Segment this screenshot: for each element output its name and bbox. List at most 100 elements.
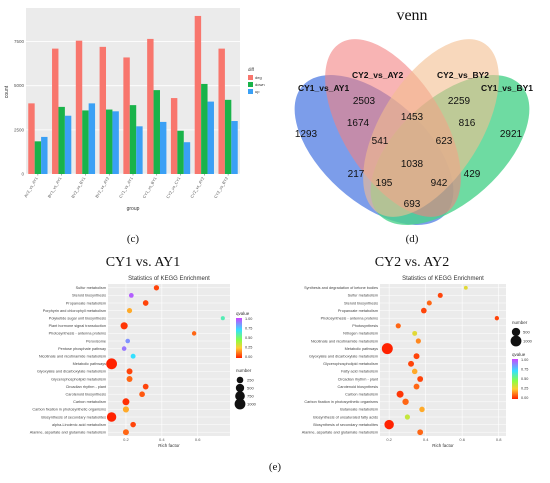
kegg-size-legend-title: number xyxy=(512,320,528,325)
kegg-point xyxy=(121,346,127,351)
kegg-pathway-label: Circadian rhythm - plant xyxy=(338,377,379,381)
bar-legend: diff deg down up xyxy=(248,67,265,94)
panel-e-label: (e) xyxy=(269,461,282,473)
bar-x-ticks: AY2_vs_AY1 BY1_vs_AY1 BY2_vs_BY1 BY2_vs_AY2… xyxy=(23,174,229,199)
kegg-size-legend-label: 500 xyxy=(523,330,530,335)
bar-up xyxy=(207,101,214,174)
kegg-size-legend-dot xyxy=(235,391,245,401)
venn-region-count: 541 xyxy=(372,136,389,147)
venn-region-count: 1453 xyxy=(401,112,424,123)
kegg-point xyxy=(415,338,421,344)
kegg-pathway-label: Carotenoid biosynthesis xyxy=(65,393,106,397)
bar-up xyxy=(183,142,191,174)
kegg-qvalue-tick-label: 0.75 xyxy=(245,327,252,331)
kegg-size-legend-dot xyxy=(511,327,521,337)
kegg-pathway-label: Steroid biosynthesis xyxy=(344,301,378,305)
venn-region-counts: 1293 2503 2259 2921 1674 1453 816 541 62… xyxy=(295,96,523,210)
kegg-point xyxy=(130,421,136,428)
bar-x-tick-label: CY1_vs_AY1 xyxy=(118,175,134,199)
venn-region-count: 195 xyxy=(376,178,393,189)
kegg-point xyxy=(384,419,394,430)
bar-legend-title: diff xyxy=(248,67,255,72)
kegg-pathway-label: Metabolic pathways xyxy=(345,347,378,351)
bar-up xyxy=(231,121,238,174)
venn-region-count: 1038 xyxy=(401,159,424,170)
kegg-pathway-label: Carotenoid biosynthesis xyxy=(337,385,378,389)
bar-up xyxy=(112,111,119,174)
kegg-pathway-label: Metabolic pathways xyxy=(73,362,106,366)
kegg-point xyxy=(220,316,225,321)
kegg-point xyxy=(122,406,130,413)
kegg-point xyxy=(106,412,117,422)
kegg-pathway-label: Biosynthesis of secondary metabolites xyxy=(313,423,378,427)
kegg-point xyxy=(420,307,427,314)
kegg-size-legend-dot xyxy=(234,398,246,410)
kegg-pathway-label: Carbon fixation in photosynthetic organi… xyxy=(32,408,106,412)
kegg-x-tick-label: 0.4 xyxy=(423,437,429,442)
bar-legend-swatch xyxy=(248,89,253,94)
bar-y-ticks: 0 2500 5000 7500 xyxy=(14,39,25,176)
kegg-qvalue-tick-label: 0.50 xyxy=(245,336,252,340)
bar-deg xyxy=(99,46,107,175)
kegg-qvalue-tick-label: 0.25 xyxy=(245,346,252,350)
kegg-pathway-label: Steroid biosynthesis xyxy=(72,294,106,298)
bar-legend-label: deg xyxy=(255,75,262,80)
kegg-x-tick-label: 0.6 xyxy=(195,437,201,442)
kegg-pathway-label: Nicotinate and nicotinamide metabolism xyxy=(39,355,106,359)
kegg-point xyxy=(126,368,133,375)
bar-x-axis-label: group xyxy=(127,206,140,212)
kegg-qvalue-tick-label: 0.75 xyxy=(521,368,528,372)
kegg-pathway-label: Glycerophospholipid metabolism xyxy=(51,377,106,381)
bar-chart: 0 2500 5000 7500 AY2_vs_AY1 BY1_vs_AY1 BY2_vs… xyxy=(4,8,265,212)
kegg-pathway-label: Carbon metabolism xyxy=(345,393,378,397)
bar-down xyxy=(177,130,184,174)
bar-series xyxy=(28,15,238,175)
venn-region-count: 942 xyxy=(431,178,448,189)
kegg-pathway-label: Sulfur metabolism xyxy=(76,286,106,290)
bar-x-tick-label: CY1_vs_BY1 xyxy=(141,175,158,199)
kegg-point xyxy=(381,343,393,355)
kegg-pathway-label: alpha-Linolenic acid metabolism xyxy=(52,423,106,427)
kegg-pathway-label: Glyoxylate and dicarboxylate metabolism xyxy=(309,355,378,359)
kegg-left-panel-title: CY1 vs. AY1 xyxy=(106,255,181,270)
kegg-qvalue-tick-label: 0.50 xyxy=(521,377,528,381)
kegg-x-axis-label: Rich factor xyxy=(158,443,180,448)
kegg-pathway-label: Sulfur metabolism xyxy=(348,294,378,298)
kegg-point xyxy=(128,293,134,298)
venn-set-name: CY2_vs_AY2 xyxy=(352,70,403,80)
bar-deg xyxy=(28,103,35,174)
kegg-enrichment-left: Statistics of KEGG Enrichment 0.2 0.4 0.6 Su… xyxy=(30,276,257,448)
bar-down xyxy=(82,110,89,174)
kegg-point xyxy=(494,316,500,321)
venn-region-count: 816 xyxy=(459,118,476,129)
kegg-pathway-label: Nitrogen metabolism xyxy=(343,332,378,336)
kegg-pathway-label: Photosynthesis xyxy=(352,324,378,328)
kegg-point xyxy=(142,383,149,390)
kegg-point xyxy=(412,330,418,336)
venn-region-count: 1293 xyxy=(295,129,318,140)
venn-set-names: CY1_vs_AY1 CY2_vs_AY2 CY2_vs_BY2 CY1_vs_… xyxy=(298,70,533,93)
bar-deg xyxy=(170,98,178,174)
kegg-point xyxy=(122,429,129,436)
kegg-pathway-label: Plant hormone signal transduction xyxy=(49,324,106,328)
bar-deg xyxy=(75,40,83,174)
venn-region-count: 2503 xyxy=(353,96,376,107)
kegg-point xyxy=(402,398,409,405)
venn-region-count: 623 xyxy=(436,136,453,147)
kegg-point xyxy=(437,292,443,298)
venn-title: venn xyxy=(396,7,427,24)
kegg-qvalue-tick-label: 0.00 xyxy=(245,355,252,359)
venn-set-name: CY2_vs_BY2 xyxy=(437,70,489,80)
kegg-point xyxy=(122,398,130,406)
kegg-point xyxy=(106,358,117,370)
bar-deg xyxy=(52,48,59,174)
bar-legend-label: up xyxy=(255,89,260,94)
venn-region-count: 693 xyxy=(404,199,421,210)
bar-down xyxy=(58,106,65,174)
kegg-x-tick-label: 0.2 xyxy=(123,437,129,442)
kegg-qvalue-legend-title: qvalue xyxy=(236,311,250,316)
bar-y-tick-label: 2500 xyxy=(14,127,25,132)
bar-down xyxy=(34,141,42,174)
bar-y-tick-label: 5000 xyxy=(14,83,25,88)
kegg-pathway-label: Porphyrin and chlorophyll metabolism xyxy=(43,309,106,313)
